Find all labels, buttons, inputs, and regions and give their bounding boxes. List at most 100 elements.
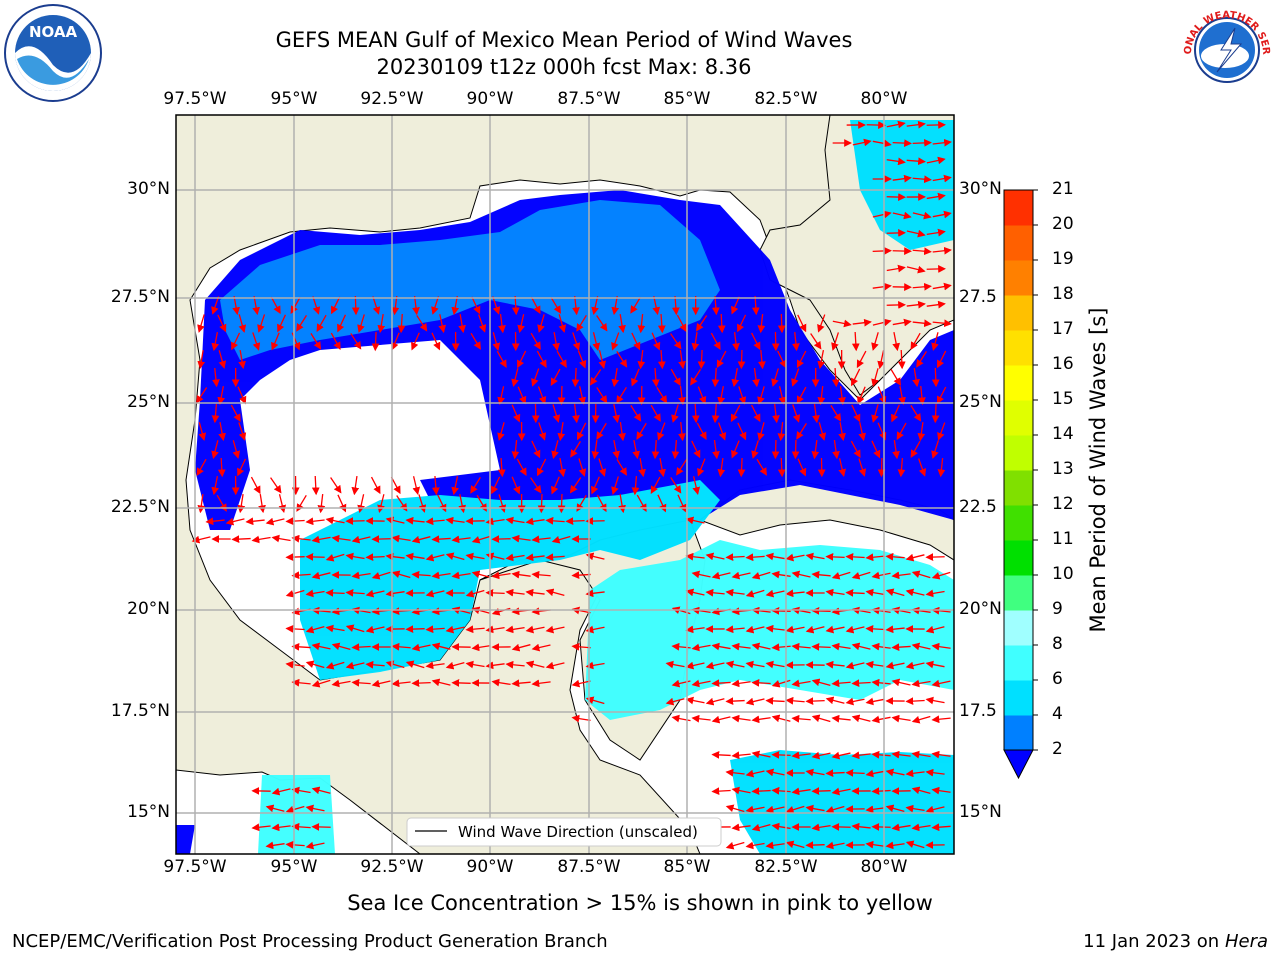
- direction-arrow: [871, 440, 881, 459]
- lon-label: 87.5°W: [557, 89, 621, 109]
- direction-arrow: [465, 625, 485, 634]
- direction-arrow: [912, 138, 932, 147]
- direction-arrow: [478, 314, 487, 333]
- direction-arrow: [831, 367, 840, 388]
- direction-arrow: [805, 552, 825, 561]
- direction-arrow: [291, 642, 311, 651]
- direction-arrow: [925, 768, 945, 777]
- direction-arrow: [871, 332, 879, 351]
- direction-arrow: [571, 642, 591, 651]
- direction-arrow: [465, 660, 485, 669]
- direction-arrow: [197, 493, 206, 514]
- direction-arrow: [891, 823, 911, 832]
- direction-arrow: [657, 313, 666, 334]
- direction-arrow: [931, 786, 951, 795]
- direction-arrow: [531, 570, 551, 579]
- direction-arrow: [745, 841, 765, 850]
- direction-arrow: [491, 535, 511, 543]
- direction-arrow: [652, 296, 661, 316]
- direction-arrow: [797, 458, 807, 477]
- direction-arrow: [296, 315, 308, 332]
- direction-arrow: [825, 625, 845, 634]
- direction-arrow: [872, 247, 892, 255]
- direction-arrow: [932, 138, 952, 147]
- direction-arrow: [885, 625, 905, 634]
- direction-arrow: [445, 625, 465, 634]
- direction-arrow: [511, 476, 521, 495]
- direction-arrow: [865, 840, 885, 849]
- direction-arrow: [705, 661, 725, 670]
- direction-arrow: [511, 679, 531, 688]
- direction-arrow: [712, 439, 720, 460]
- direction-arrow: [831, 571, 851, 580]
- direction-arrow: [331, 679, 351, 688]
- direction-arrow: [745, 625, 765, 634]
- direction-arrow: [792, 331, 800, 352]
- direction-arrow: [511, 439, 520, 460]
- direction-arrow: [270, 477, 282, 494]
- direction-arrow: [391, 570, 411, 579]
- direction-arrow: [451, 571, 471, 580]
- direction-arrow: [471, 535, 491, 544]
- colorbar-tick-label: 13: [1052, 459, 1074, 479]
- direction-arrow: [918, 385, 926, 406]
- direction-arrow: [465, 552, 485, 561]
- colorbar-segment: [1004, 645, 1033, 681]
- direction-arrow: [585, 661, 605, 670]
- direction-arrow: [725, 625, 745, 634]
- direction-arrow: [912, 368, 920, 388]
- direction-arrow: [710, 332, 721, 351]
- direction-arrow: [670, 368, 681, 386]
- direction-arrow: [731, 786, 751, 795]
- direction-arrow: [312, 296, 321, 315]
- direction-arrow: [831, 642, 851, 651]
- direction-arrow: [765, 696, 785, 705]
- direction-arrow: [285, 517, 305, 526]
- colorbar-tick-label: 11: [1052, 529, 1074, 549]
- direction-arrow: [496, 350, 507, 369]
- direction-arrow: [717, 386, 726, 406]
- direction-arrow: [511, 295, 520, 316]
- direction-arrow: [511, 534, 531, 543]
- direction-arrow: [416, 315, 428, 332]
- direction-arrow: [771, 822, 791, 831]
- direction-arrow: [310, 333, 322, 350]
- lat-label: 20°N: [959, 599, 1002, 619]
- lat-label: 20°N: [127, 599, 170, 619]
- direction-arrow: [531, 440, 541, 459]
- direction-arrow: [311, 571, 331, 580]
- direction-arrow: [936, 386, 947, 405]
- direction-arrow: [891, 678, 911, 687]
- lon-label: 97.5°W: [163, 89, 227, 109]
- direction-arrow: [525, 660, 545, 669]
- direction-arrow: [831, 787, 851, 796]
- direction-arrow: [425, 589, 445, 598]
- direction-arrow: [612, 404, 620, 424]
- direction-arrow: [271, 787, 291, 796]
- direction-arrow: [725, 588, 745, 597]
- direction-arrow: [517, 314, 525, 334]
- direction-arrow: [691, 679, 711, 688]
- direction-arrow: [412, 295, 420, 316]
- direction-arrow: [905, 769, 925, 778]
- direction-arrow: [538, 422, 547, 441]
- direction-arrow: [651, 332, 661, 351]
- direction-arrow: [572, 295, 580, 316]
- direction-arrow: [311, 786, 331, 795]
- direction-arrow: [731, 296, 740, 315]
- direction-arrow: [365, 625, 385, 634]
- direction-arrow: [730, 404, 741, 423]
- direction-arrow: [431, 475, 440, 496]
- direction-arrow: [745, 553, 765, 562]
- colorbar-segment: [1004, 470, 1033, 506]
- direction-arrow: [230, 404, 241, 423]
- direction-arrow: [451, 476, 459, 496]
- direction-arrow: [657, 349, 666, 370]
- direction-arrow: [271, 534, 291, 543]
- direction-arrow: [425, 661, 445, 670]
- direction-arrow: [372, 296, 381, 315]
- direction-arrow: [545, 588, 565, 597]
- direction-arrow: [717, 313, 726, 334]
- direction-arrow: [758, 349, 766, 370]
- direction-arrow: [585, 552, 605, 561]
